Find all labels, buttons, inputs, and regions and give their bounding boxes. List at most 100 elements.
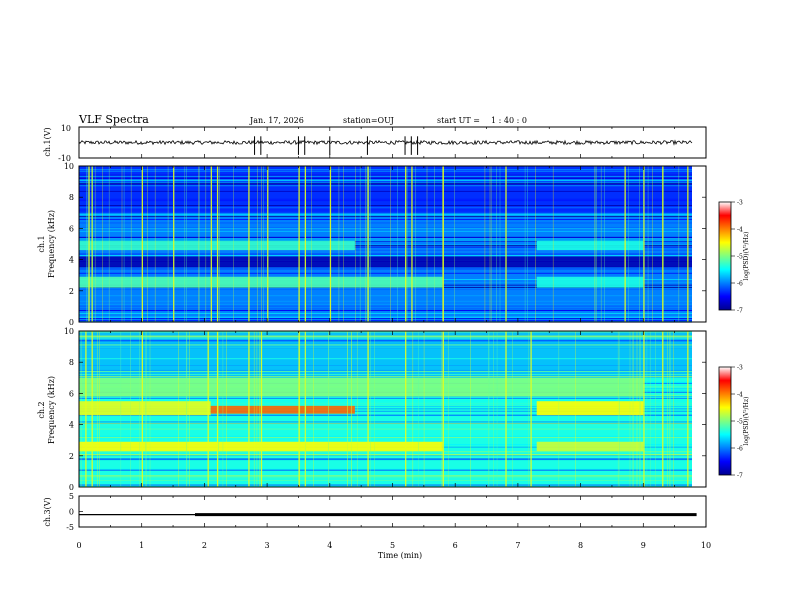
spectrogram-line [79,336,692,338]
spectrogram-spike [210,166,212,322]
spectrogram-spike [207,331,209,487]
spectrogram-spike [298,166,300,322]
spectrogram-streak [496,166,497,322]
spectrogram-spike [88,166,90,322]
spectrogram-streak [490,166,492,322]
spectrogram-ytick-label: 6 [69,389,74,398]
spectrogram-spike [662,166,664,322]
spectrogram-spike [505,166,507,322]
spectrogram-streak [328,331,329,487]
spectrogram-streak [595,166,596,322]
spectrogram-spike [248,166,250,322]
spectrogram-line [79,169,692,170]
spectrogram-streak [130,331,131,487]
spectrogram-spike [405,166,407,322]
spectrogram-spike [442,166,444,322]
spectrogram-streak [639,331,640,487]
spectrogram-line [79,178,692,179]
spectrogram-spike [411,166,413,322]
spectrogram-line [79,245,692,247]
spectrogram-line [79,305,692,307]
spectrogram-streak [652,166,653,322]
spectrogram-streak [343,166,344,322]
spectrogram-spike [298,331,300,487]
spectrogram-streak [632,331,634,487]
spectrogram-streak [527,166,528,322]
colorbar-tick-label: -6 [737,281,743,288]
spectrogram-streak [528,331,530,487]
spectrogram-line [79,175,692,177]
spectrogram-line [79,337,692,339]
spectrogram-spike [260,331,263,487]
ch2-spectrogram-image [79,331,692,487]
ch3-xticks [78,496,707,527]
spectrogram-band [79,256,692,268]
ch1-waveform-panel: 10 -10 ch.1(V) [43,124,707,163]
spectrogram-streak [120,331,122,487]
spectrogram-streak [256,331,258,487]
spectrogram-streak [499,166,501,322]
spectrogram-streak [600,166,602,322]
spectrogram-line [79,403,692,404]
colorbar-tick-label: -7 [737,473,743,480]
colorbar-tick-label: -3 [737,365,743,372]
spectrogram-line [79,276,692,277]
spectrogram-streak [512,331,513,487]
spectrogram-ytick-label: 2 [69,452,74,461]
colorbar-tick-label: -5 [737,254,743,261]
spectrogram-line [79,305,692,307]
ch3-ytick-label: 5 [69,492,74,501]
spectrogram-ytick-label: 4 [69,256,74,265]
spectrogram-line [79,197,692,199]
spectrogram-line [79,339,692,341]
spectrogram-line [79,435,692,437]
time-tick-label: 10 [701,541,711,550]
spectrogram-line [79,398,692,400]
ch3-trace-frame [78,495,707,528]
spectrogram-streak [426,166,428,322]
ch1-channel-label: ch.1 [37,235,46,252]
spectrogram-streak [313,331,314,487]
spectrogram-line [79,244,692,245]
ch2-channel-label: ch.2 [37,401,46,418]
spectrogram-streak [121,166,123,322]
spectrogram-streak [412,331,414,487]
spectrogram-streak [397,166,398,322]
spectrogram-streak [370,331,371,487]
time-tick-label: 5 [390,541,395,550]
spectrogram-streak [636,331,638,487]
spectrogram-streak [351,331,352,487]
spectrogram-streak [423,331,425,487]
spectrogram-line [79,400,692,402]
ch3-ylabel: ch.3(V) [43,497,52,526]
spectrogram-streak [619,331,620,487]
spectrogram-ytick-label: 8 [69,193,74,202]
spectrogram-streak [454,166,455,322]
spectrogram-streak [222,331,224,487]
spectrogram-line [79,397,692,399]
ch1-spectrogram-image [79,166,692,323]
spectrogram-line [79,318,692,319]
spectrogram-streak [226,331,227,487]
spectrogram-line [79,209,692,211]
spectrogram-line [79,485,692,487]
spectrogram-line [79,170,692,172]
colorbar-tick-label: -6 [737,446,743,453]
time-tick-label: 3 [265,541,270,550]
spectrogram-streak [535,166,536,322]
spectrogram-streak [146,331,147,487]
spectrogram-spike [662,331,664,487]
spectrogram-streak [94,166,96,322]
spectrogram-line [79,358,692,360]
spectrogram-line [79,423,692,425]
spectrogram-line [79,331,692,333]
spectrogram-line [79,342,692,344]
spectrogram-line [79,198,692,200]
spectrogram-spike [643,331,645,487]
spectrogram-streak [489,166,491,322]
spectrogram-streak [359,166,361,322]
spectrogram-streak [184,166,186,322]
spectrogram-line [79,249,692,251]
